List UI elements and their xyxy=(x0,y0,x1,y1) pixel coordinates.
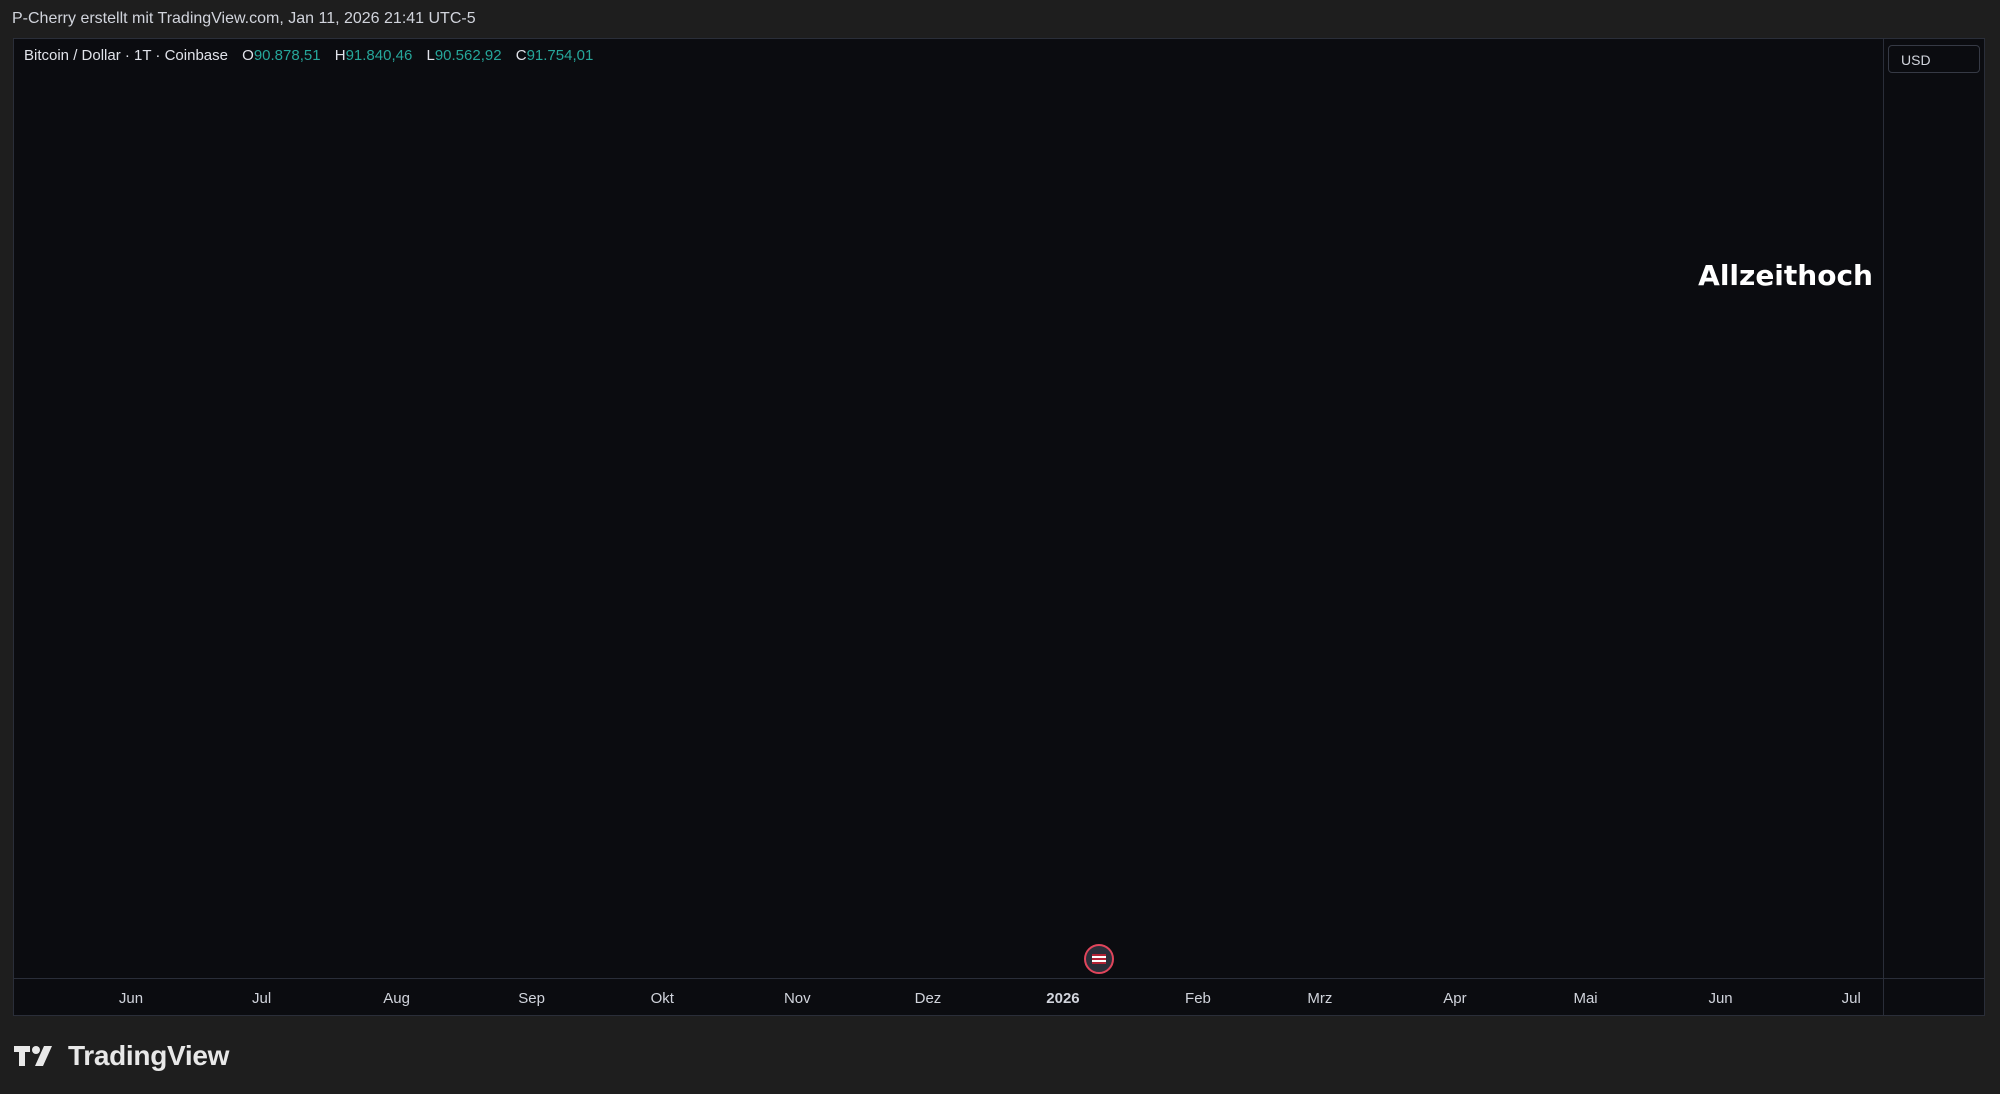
tradingview-brand: TradingView xyxy=(14,1040,229,1072)
time-axis-tick: Feb xyxy=(1185,990,1211,1007)
time-axis-tick: Mai xyxy=(1573,990,1597,1007)
us-flag-event-icon[interactable] xyxy=(1084,944,1114,974)
time-axis-tick: Okt xyxy=(651,990,675,1007)
time-axis-tick: Jun xyxy=(119,990,143,1007)
time-axis-tick: Aug xyxy=(383,990,410,1007)
close-value: 91.754,01 xyxy=(526,47,594,64)
time-axis-tick: Nov xyxy=(784,990,811,1007)
currency-selector[interactable]: USD xyxy=(1888,45,1980,73)
time-axis-tick: Mrz xyxy=(1307,990,1332,1007)
brand-name: TradingView xyxy=(68,1040,230,1071)
time-axis-tick: Jul xyxy=(252,990,271,1007)
high-key: H xyxy=(334,47,346,64)
open-key: O xyxy=(242,47,254,64)
time-axis-divider xyxy=(13,978,1985,979)
close-key: C xyxy=(515,47,527,64)
time-axis-tick: Dez xyxy=(915,990,942,1007)
time-axis-tick: 2026 xyxy=(1046,990,1079,1007)
symbol-title[interactable]: Bitcoin / Dollar · 1T · Coinbase xyxy=(24,47,228,64)
chart-caption: P-Cherry erstellt mit TradingView.com, J… xyxy=(12,10,476,27)
time-axis-tick: Apr xyxy=(1443,990,1466,1007)
chart-panel[interactable] xyxy=(13,38,1985,1016)
ohlc-legend: Bitcoin / Dollar · 1T · Coinbase O90.878… xyxy=(24,47,593,64)
tradingview-logo-icon xyxy=(14,1046,52,1066)
time-axis-tick: Jun xyxy=(1708,990,1732,1007)
ath-annotation[interactable]: Allzeithoch xyxy=(1698,259,1873,292)
time-axis-tick: Sep xyxy=(518,990,545,1007)
price-axis-divider xyxy=(1883,38,1884,1016)
low-value: 90.562,92 xyxy=(434,47,502,64)
low-key: L xyxy=(426,47,435,64)
high-value: 91.840,46 xyxy=(345,47,413,64)
open-value: 90.878,51 xyxy=(253,47,321,64)
time-axis-tick: Jul xyxy=(1842,990,1861,1007)
